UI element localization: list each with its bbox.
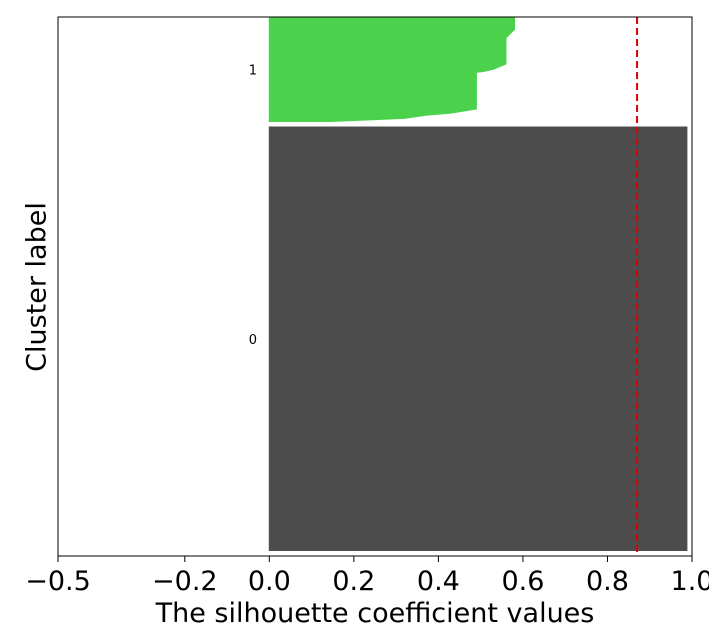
cluster-label-1: 1	[249, 63, 257, 78]
x-tick-label: 0.2	[332, 566, 375, 597]
x-tick-label: −0.2	[152, 566, 218, 597]
x-tick-label: 1.0	[671, 566, 709, 597]
silhouette-cluster-1	[268, 16, 515, 122]
plot-frame	[57, 16, 693, 557]
x-axis-ticks: −0.5 −0.2 0.0 0.2 0.4 0.6 0.8 1.0	[25, 556, 709, 597]
x-tick-label: −0.5	[25, 566, 91, 597]
cluster-label-0: 0	[249, 333, 257, 348]
x-tick-label: 0.8	[586, 566, 629, 597]
silhouette-cluster-0	[268, 126, 688, 551]
x-tick-label: 0.6	[501, 566, 544, 597]
x-tick-label: 0.0	[248, 566, 291, 597]
silhouette-bars	[268, 16, 688, 551]
y-axis-label: Cluster label	[21, 202, 53, 372]
x-tick-label: 0.4	[417, 566, 460, 597]
x-axis-label: The silhouette coefficient values	[155, 598, 595, 629]
cluster-labels: 01	[249, 63, 257, 348]
